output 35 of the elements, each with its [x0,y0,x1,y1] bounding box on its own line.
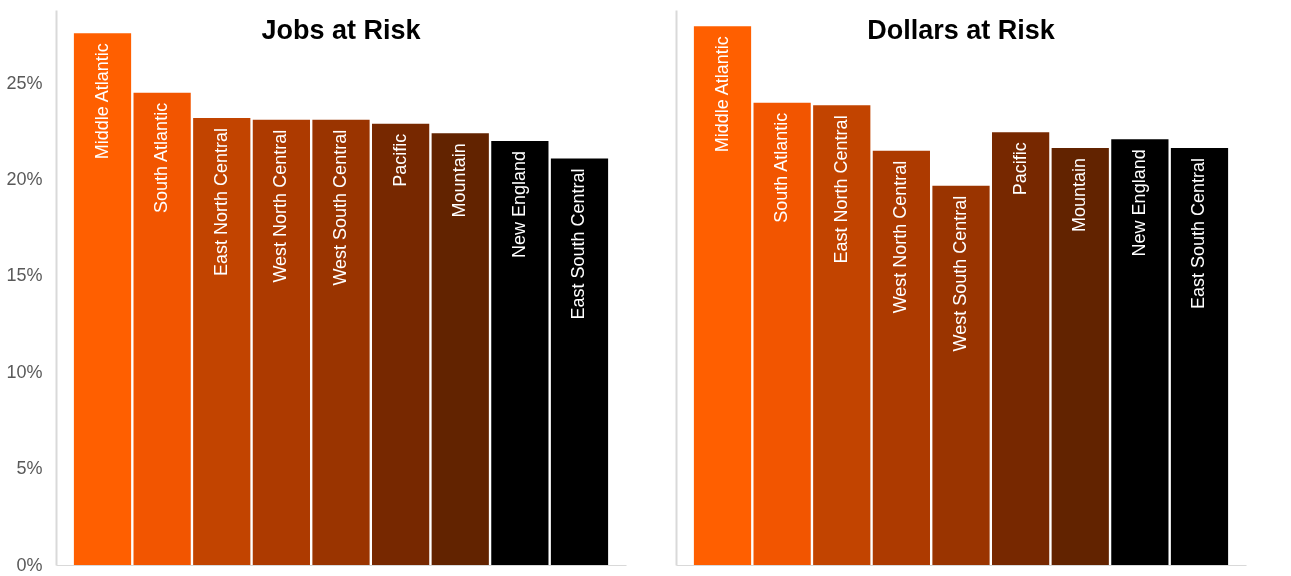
bar [872,150,930,565]
x-tick-label: Mountain [449,143,470,218]
bar [491,141,549,565]
bar [193,117,251,565]
bar [932,185,990,565]
bar [1051,147,1109,565]
bar [73,33,132,565]
bar [252,119,310,565]
y-tick-label: 25% [6,72,43,93]
x-tick-label: West South Central [330,129,350,286]
x-tick-label: West North Central [270,129,291,283]
bar [133,92,191,565]
x-tick-label: Middle Atlantic [91,43,112,160]
chart-title: Dollars at Risk [867,15,1056,45]
x-tick-label: East South Central [568,168,589,320]
x-tick-label: New England [508,151,529,259]
y-tick-label: 0% [16,554,43,575]
x-tick-label: East North Central [210,127,231,276]
bar [693,26,752,565]
x-tick-label: South Atlantic [151,102,172,213]
y-tick-label: 20% [6,169,43,190]
bar [550,158,609,565]
bar [813,105,871,565]
bar [1170,147,1229,565]
y-tick-label: 10% [6,361,43,382]
y-tick-label: 15% [6,265,43,286]
x-tick-label: Pacific [389,133,410,187]
chart-title: Jobs at Risk [261,15,422,45]
bar [1111,139,1169,565]
bar [312,119,370,565]
bar [431,133,489,565]
y-tick-label: 5% [16,458,43,479]
bar [753,102,811,565]
bar [992,132,1050,565]
bar [372,123,430,565]
